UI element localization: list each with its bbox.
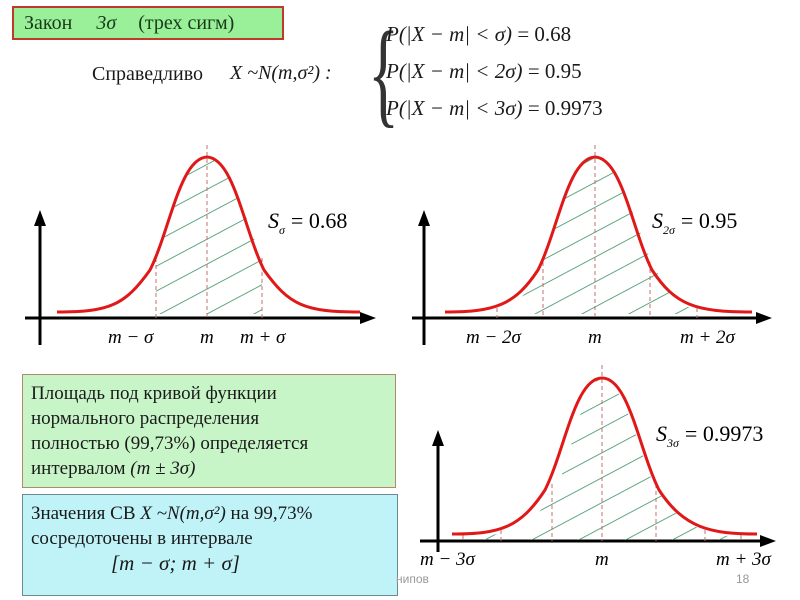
explanation-line: полностью (99,73%) определяется <box>31 433 309 454</box>
tick-m: m <box>595 549 609 570</box>
title-symbol: 3σ <box>96 11 117 34</box>
distribution-formula: X ~N(m,σ²) : <box>230 62 332 84</box>
tick-m-plus-sigma: m + σ <box>240 327 286 348</box>
tick-m-minus-3sigma: m − 3σ <box>420 549 476 570</box>
concentration-line: Значения СВ X ~N(m,σ²) на 99,73% <box>31 503 313 524</box>
area-label-2: S2σ = 0.95 <box>652 208 737 237</box>
area-label-3: S3σ = 0.9973 <box>656 421 763 450</box>
tick-m-plus-3sigma: m + 3σ <box>716 549 772 570</box>
probability-equations: P(|X − m| < σ) = 0.68 P(|X − m| < 2σ) = … <box>386 16 603 127</box>
slide-title: Закон 3σ (трех сигм) <box>12 6 284 40</box>
page-number: 18 <box>736 572 750 586</box>
explanation-line: Площадь под кривой функции <box>31 383 277 404</box>
tick-m-minus-2sigma: m − 2σ <box>466 327 522 348</box>
explanation-line: интервалом (m ± 3σ) <box>31 458 196 479</box>
area-explanation-box: Площадь под кривой функции нормального р… <box>22 374 396 488</box>
area-label-1: Sσ = 0.68 <box>268 208 347 237</box>
explanation-line: нормального распределения <box>31 408 260 429</box>
equation-3sigma: P(|X − m| < 3σ) = 0.9973 <box>386 96 603 120</box>
title-prefix: Закон <box>24 11 73 34</box>
footer-author: нипов <box>396 572 429 586</box>
system-brace: { <box>368 7 400 138</box>
tick-m-minus-sigma: m − σ <box>108 327 154 348</box>
tick-m: m <box>200 327 214 348</box>
concentration-line: сосредоточены в интервале <box>31 528 253 549</box>
interval-formula: [m − σ; m + σ] <box>111 551 240 575</box>
statement-label: Справедливо <box>92 63 204 85</box>
tick-m-plus-2sigma: m + 2σ <box>680 327 736 348</box>
tick-m: m <box>588 327 602 348</box>
chart-one-sigma: Sσ = 0.68 m − σ m m + σ <box>25 145 376 348</box>
chart-three-sigma: S3σ = 0.9973 m − 3σ m m + 3σ <box>420 365 776 570</box>
concentration-box: Значения СВ X ~N(m,σ²) на 99,73% сосредо… <box>22 494 398 596</box>
equation-2sigma: P(|X − m| < 2σ) = 0.95 <box>386 59 582 83</box>
title-suffix: (трех сигм) <box>138 11 235 34</box>
chart-two-sigma: S2σ = 0.95 m − 2σ m m + 2σ <box>412 145 772 348</box>
equation-1sigma: P(|X − m| < σ) = 0.68 <box>386 22 572 46</box>
